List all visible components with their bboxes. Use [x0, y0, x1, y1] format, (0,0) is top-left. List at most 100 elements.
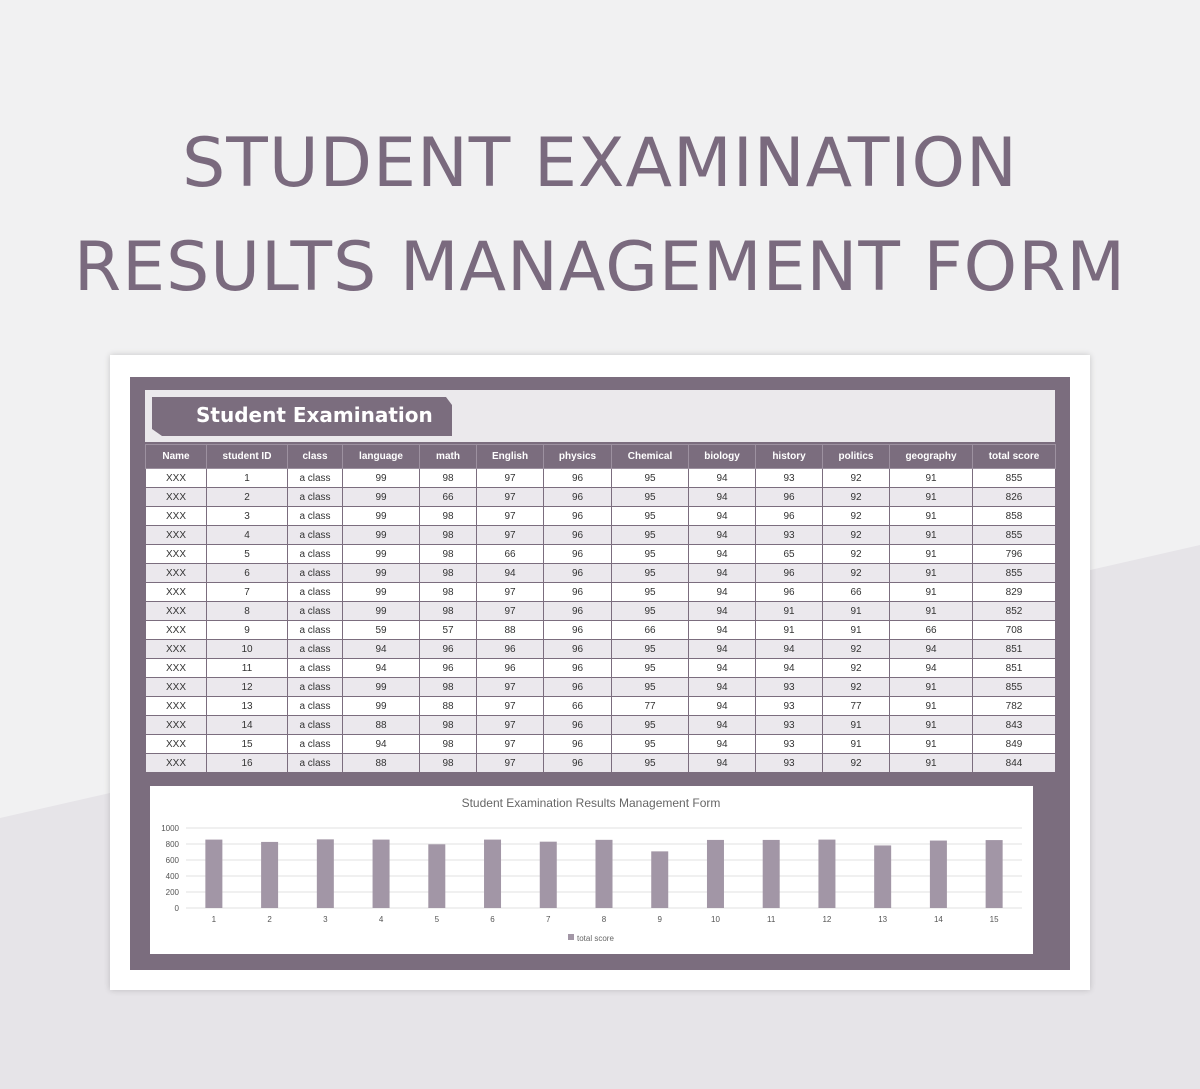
- table-cell[interactable]: 91: [822, 734, 890, 754]
- table-cell[interactable]: 96: [543, 734, 612, 754]
- table-cell[interactable]: 99: [342, 601, 420, 621]
- table-cell[interactable]: XXX: [145, 734, 207, 754]
- table-cell[interactable]: 94: [688, 525, 756, 545]
- table-cell[interactable]: XXX: [145, 506, 207, 526]
- table-cell[interactable]: 88: [342, 715, 420, 735]
- table-cell[interactable]: 94: [755, 639, 823, 659]
- table-cell[interactable]: 16: [206, 753, 288, 773]
- table-cell[interactable]: 95: [611, 563, 689, 583]
- table-cell[interactable]: 10: [206, 639, 288, 659]
- table-cell[interactable]: XXX: [145, 487, 207, 507]
- table-cell[interactable]: XXX: [145, 525, 207, 545]
- table-cell[interactable]: 855: [972, 677, 1056, 697]
- table-cell[interactable]: XXX: [145, 753, 207, 773]
- table-cell[interactable]: 93: [755, 696, 823, 716]
- table-cell[interactable]: a class: [287, 677, 343, 697]
- table-cell[interactable]: 94: [342, 734, 420, 754]
- table-cell[interactable]: 94: [688, 734, 756, 754]
- table-cell[interactable]: 91: [889, 487, 973, 507]
- table-cell[interactable]: 94: [688, 639, 756, 659]
- table-cell[interactable]: XXX: [145, 601, 207, 621]
- table-cell[interactable]: 66: [419, 487, 477, 507]
- table-cell[interactable]: 858: [972, 506, 1056, 526]
- table-cell[interactable]: 92: [822, 563, 890, 583]
- table-cell[interactable]: 93: [755, 734, 823, 754]
- table-cell[interactable]: a class: [287, 544, 343, 564]
- table-cell[interactable]: 97: [476, 487, 544, 507]
- table-cell[interactable]: 96: [543, 544, 612, 564]
- table-cell[interactable]: 97: [476, 734, 544, 754]
- table-cell[interactable]: 96: [543, 582, 612, 602]
- table-cell[interactable]: 97: [476, 715, 544, 735]
- table-cell[interactable]: 98: [419, 506, 477, 526]
- table-cell[interactable]: a class: [287, 620, 343, 640]
- table-cell[interactable]: 92: [822, 468, 890, 488]
- table-cell[interactable]: 92: [822, 639, 890, 659]
- table-cell[interactable]: 95: [611, 544, 689, 564]
- table-cell[interactable]: 13: [206, 696, 288, 716]
- table-cell[interactable]: 94: [755, 658, 823, 678]
- table-cell[interactable]: 94: [688, 582, 756, 602]
- table-cell[interactable]: 829: [972, 582, 1056, 602]
- table-cell[interactable]: XXX: [145, 582, 207, 602]
- table-cell[interactable]: 3: [206, 506, 288, 526]
- table-cell[interactable]: 97: [476, 601, 544, 621]
- table-cell[interactable]: 96: [543, 715, 612, 735]
- table-cell[interactable]: 66: [476, 544, 544, 564]
- table-cell[interactable]: 91: [822, 715, 890, 735]
- table-cell[interactable]: 99: [342, 525, 420, 545]
- table-cell[interactable]: 94: [688, 468, 756, 488]
- table-cell[interactable]: 95: [611, 753, 689, 773]
- table-cell[interactable]: 88: [476, 620, 544, 640]
- table-cell[interactable]: 94: [342, 639, 420, 659]
- table-cell[interactable]: 15: [206, 734, 288, 754]
- table-cell[interactable]: 96: [543, 639, 612, 659]
- table-cell[interactable]: 91: [889, 582, 973, 602]
- table-cell[interactable]: a class: [287, 487, 343, 507]
- table-cell[interactable]: 851: [972, 639, 1056, 659]
- table-cell[interactable]: 96: [543, 525, 612, 545]
- table-cell[interactable]: 94: [688, 563, 756, 583]
- table-cell[interactable]: 96: [755, 563, 823, 583]
- table-cell[interactable]: 92: [822, 677, 890, 697]
- table-cell[interactable]: 94: [688, 677, 756, 697]
- table-cell[interactable]: 94: [342, 658, 420, 678]
- table-cell[interactable]: 98: [419, 753, 477, 773]
- table-cell[interactable]: 93: [755, 525, 823, 545]
- table-cell[interactable]: 97: [476, 753, 544, 773]
- table-cell[interactable]: a class: [287, 468, 343, 488]
- table-cell[interactable]: XXX: [145, 715, 207, 735]
- table-cell[interactable]: 7: [206, 582, 288, 602]
- table-cell[interactable]: a class: [287, 658, 343, 678]
- table-cell[interactable]: 1: [206, 468, 288, 488]
- table-cell[interactable]: XXX: [145, 468, 207, 488]
- table-cell[interactable]: 855: [972, 525, 1056, 545]
- table-cell[interactable]: 95: [611, 639, 689, 659]
- table-cell[interactable]: XXX: [145, 544, 207, 564]
- table-cell[interactable]: 96: [543, 563, 612, 583]
- table-cell[interactable]: 94: [688, 753, 756, 773]
- table-cell[interactable]: 4: [206, 525, 288, 545]
- table-cell[interactable]: 93: [755, 468, 823, 488]
- table-cell[interactable]: a class: [287, 734, 343, 754]
- table-cell[interactable]: 855: [972, 563, 1056, 583]
- table-cell[interactable]: 91: [822, 620, 890, 640]
- table-cell[interactable]: 99: [342, 582, 420, 602]
- table-cell[interactable]: a class: [287, 696, 343, 716]
- table-cell[interactable]: 94: [688, 715, 756, 735]
- table-cell[interactable]: 99: [342, 677, 420, 697]
- table-cell[interactable]: 96: [755, 506, 823, 526]
- table-cell[interactable]: 96: [543, 677, 612, 697]
- table-cell[interactable]: 2: [206, 487, 288, 507]
- table-cell[interactable]: 93: [755, 753, 823, 773]
- table-cell[interactable]: 93: [755, 677, 823, 697]
- table-cell[interactable]: a class: [287, 601, 343, 621]
- table-cell[interactable]: 96: [476, 658, 544, 678]
- table-cell[interactable]: XXX: [145, 677, 207, 697]
- table-cell[interactable]: 843: [972, 715, 1056, 735]
- table-cell[interactable]: 94: [688, 620, 756, 640]
- table-cell[interactable]: 98: [419, 544, 477, 564]
- table-cell[interactable]: 94: [889, 639, 973, 659]
- table-cell[interactable]: 96: [543, 753, 612, 773]
- table-cell[interactable]: 14: [206, 715, 288, 735]
